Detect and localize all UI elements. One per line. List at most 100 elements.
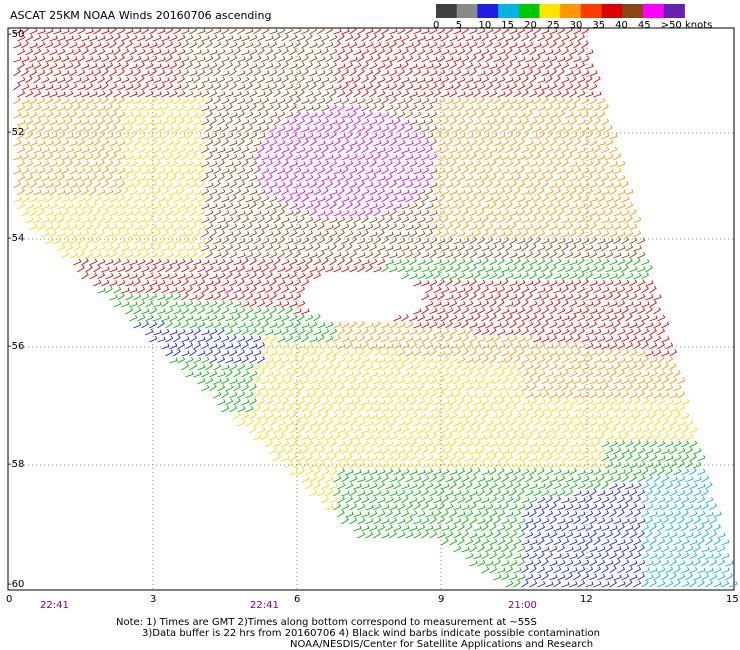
wind-barb — [669, 392, 678, 399]
wind-barb — [505, 89, 513, 98]
wind-barb — [205, 349, 213, 357]
wind-barb — [585, 49, 594, 56]
wind-barb — [465, 35, 474, 42]
wind-barb — [545, 61, 553, 70]
wind-barb — [269, 392, 278, 399]
wind-barb — [469, 153, 477, 161]
wind-barb — [205, 335, 213, 343]
wind-barb — [525, 573, 534, 581]
wind-barb — [141, 42, 150, 49]
wind-barb — [441, 215, 449, 224]
wind-barb — [661, 462, 670, 469]
wind-barb — [557, 363, 566, 371]
wind-barb — [585, 370, 594, 378]
wind-barb — [401, 426, 410, 434]
wind-barb — [209, 328, 218, 336]
wind-barb — [257, 133, 266, 140]
wind-barb — [221, 70, 230, 77]
wind-barb — [481, 34, 489, 42]
wind-barb — [621, 391, 630, 399]
wind-barb — [497, 145, 505, 154]
wind-barb — [405, 321, 414, 329]
wind-barb — [621, 419, 630, 427]
wind-barb — [245, 349, 254, 357]
wind-barb — [53, 210, 62, 217]
wind-barb — [533, 180, 541, 189]
wind-barb — [369, 440, 378, 448]
wind-barb — [437, 97, 446, 105]
wind-barb — [481, 76, 490, 84]
wind-barb — [513, 538, 522, 546]
wind-barb — [633, 301, 642, 308]
wind-barb — [429, 321, 438, 329]
wind-barb — [125, 28, 134, 35]
wind-barb — [393, 245, 402, 252]
wind-barb — [593, 343, 602, 350]
wind-barb — [41, 133, 50, 140]
wind-barb — [617, 300, 626, 308]
wind-barb — [85, 125, 94, 133]
wind-barb — [589, 420, 598, 427]
wind-barb — [273, 440, 282, 448]
wind-barb — [277, 167, 286, 175]
wind-barb — [433, 105, 442, 112]
wind-barb — [285, 126, 294, 133]
wind-barb — [453, 97, 462, 105]
wind-barb — [453, 461, 462, 469]
wind-barb — [493, 516, 501, 525]
wind-barb — [465, 231, 474, 238]
wind-barb — [61, 83, 70, 91]
wind-barb — [549, 502, 557, 511]
wind-barb — [333, 377, 342, 385]
wind-barb — [277, 42, 286, 49]
wind-barb — [541, 433, 550, 441]
wind-barb — [249, 300, 257, 308]
wind-barb — [505, 566, 514, 574]
wind-barb — [485, 462, 494, 469]
wind-barb — [257, 104, 266, 112]
wind-barb — [69, 210, 78, 217]
wind-barb — [349, 488, 357, 497]
wind-barb — [257, 216, 265, 224]
wind-barb — [441, 174, 449, 182]
wind-barb — [73, 119, 82, 126]
wind-barb — [633, 357, 642, 364]
wind-barb — [585, 63, 594, 70]
wind-barb — [517, 42, 526, 49]
wind-barb — [557, 321, 566, 329]
wind-barb — [105, 118, 114, 126]
wind-barb — [333, 392, 342, 399]
wind-barb — [133, 126, 142, 133]
wind-barb — [149, 252, 158, 259]
wind-barb — [489, 201, 497, 210]
wind-barb — [565, 307, 574, 315]
wind-barb — [589, 97, 598, 105]
wind-barb — [465, 188, 474, 196]
wind-barb — [645, 530, 653, 539]
wind-barb — [477, 279, 486, 287]
wind-barb — [361, 90, 369, 98]
wind-barb — [173, 153, 182, 161]
wind-barb — [521, 229, 529, 238]
wind-barb — [353, 216, 362, 224]
wind-barb — [457, 91, 466, 98]
wind-barb — [545, 131, 553, 140]
wind-barb — [253, 335, 262, 343]
wind-barb — [197, 292, 205, 301]
wind-barb — [465, 495, 473, 504]
wind-barb — [457, 34, 466, 42]
wind-barb — [649, 538, 657, 546]
wind-barb — [473, 328, 482, 336]
wind-barb — [145, 286, 153, 294]
wind-barb — [269, 195, 278, 203]
wind-barb — [601, 301, 610, 308]
wind-barb — [45, 195, 54, 203]
wind-barb — [385, 524, 394, 532]
wind-barb — [349, 195, 358, 203]
wind-barb — [545, 258, 554, 266]
wind-barb — [137, 245, 146, 252]
wind-barb — [601, 454, 610, 462]
wind-barb — [581, 377, 590, 385]
wind-barb — [325, 125, 333, 133]
wind-barb — [473, 425, 481, 434]
